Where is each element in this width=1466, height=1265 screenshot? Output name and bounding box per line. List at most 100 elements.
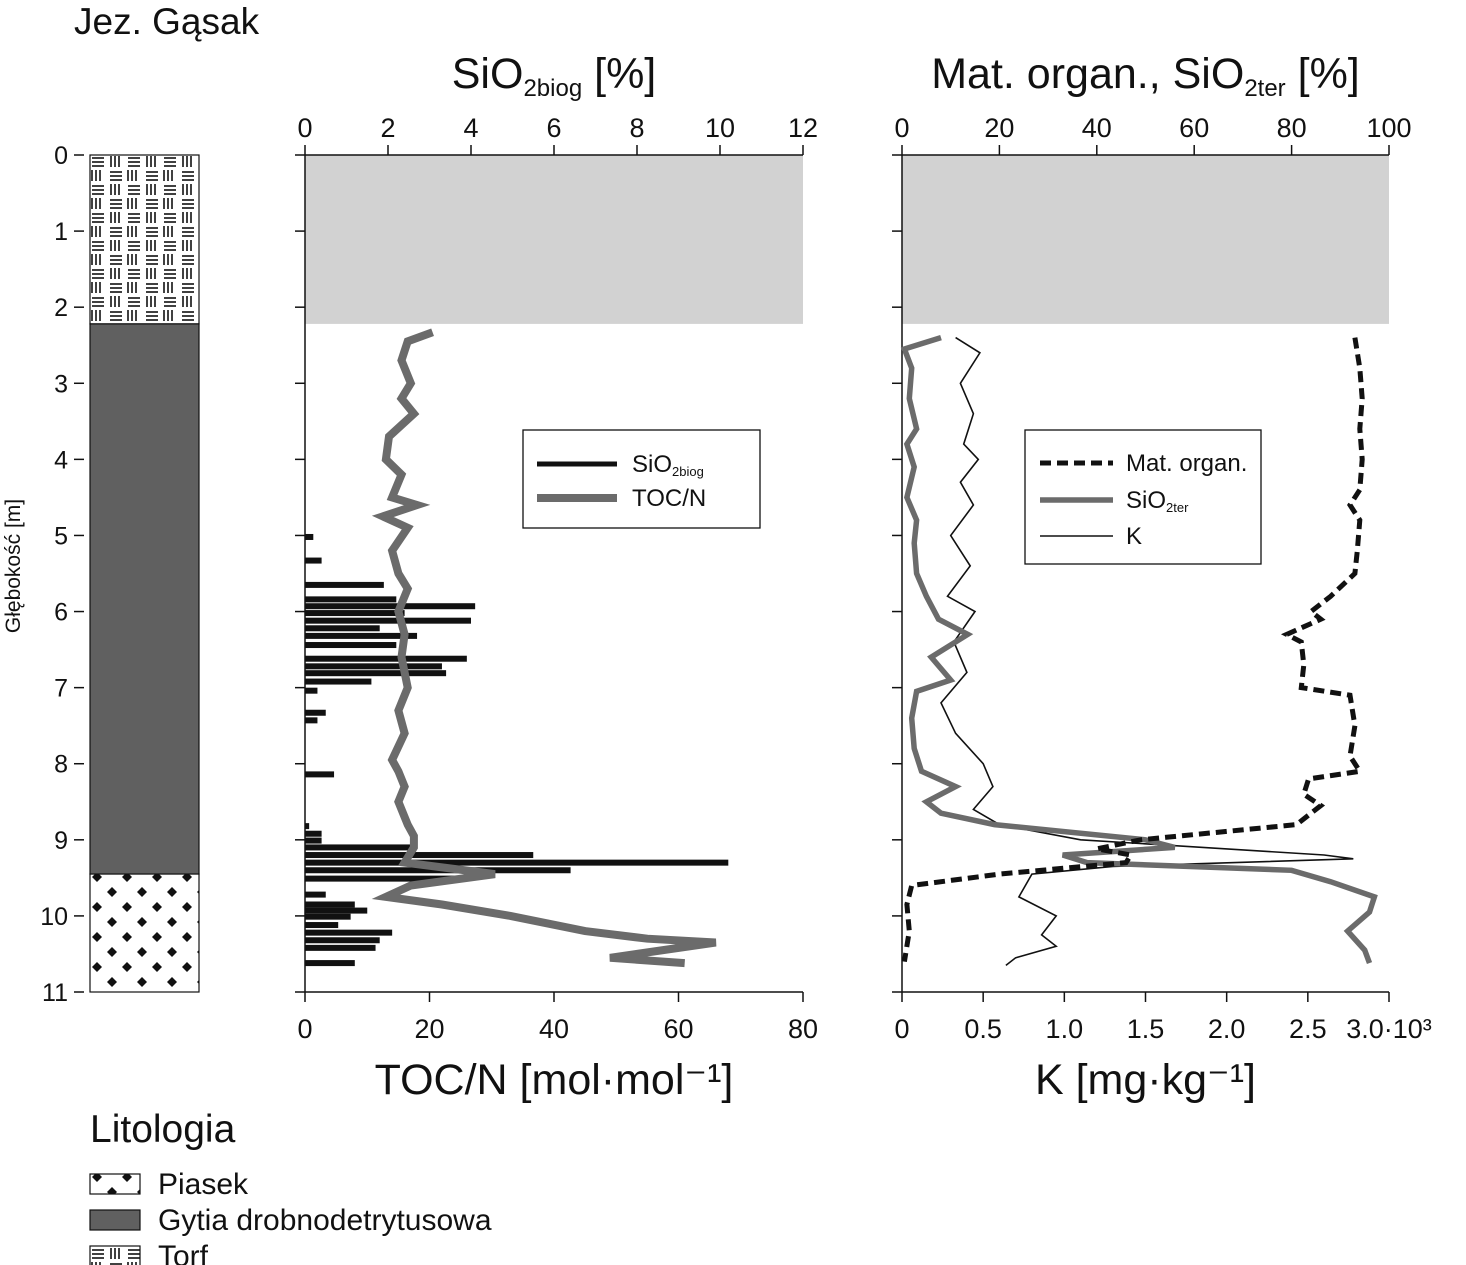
depth-tick-label: 1 [54,218,68,246]
lithology-swatch-torf [89,1245,141,1265]
legend-label-sio2ter: SiO2ter [1126,487,1189,515]
sio2biog-bar [305,670,447,677]
top-tick-label: 8 [629,113,644,143]
figure-title: Jez. Gąsak [74,1,260,42]
sio2biog-bar [305,844,413,851]
sio2biog-bar [305,617,471,624]
legend-box [1024,429,1262,565]
sio2biog-bar [305,837,322,844]
tocn-line [371,328,717,968]
bottom-tick-label: 0 [894,1014,909,1044]
legend-label-k-main: K [1126,523,1142,550]
bottom-tick-label: 2.5 [1289,1014,1327,1044]
sio2biog-bar [305,581,384,588]
top-axis-title: SiO2biog [%] [452,50,657,102]
top-tick-label: 12 [788,113,818,143]
sio2biog-bar [305,913,351,920]
sio2biog-bar [305,625,380,632]
lithology-label-gytia: Gytia drobnodetrytusowa [158,1204,492,1237]
legend-label-organic-main: Mat. organ. [1126,450,1247,477]
top-tick-label: 60 [1179,113,1209,143]
top-tick-label: 100 [1366,113,1411,143]
depth-tick-label: 0 [54,142,68,170]
sio2biog-bar [305,922,339,929]
legend-label-tocn: TOC/N [632,485,706,512]
lithology-label-torf: Torf [158,1240,209,1265]
bottom-tick-label: 20 [414,1014,444,1044]
legend-label-sio2biog-sub: 2biog [672,464,704,479]
top-tick-label: 0 [894,113,909,143]
sio2biog-bar [305,859,729,866]
top-tick-label: 2 [380,113,395,143]
bottom-tick-label: 0 [297,1014,312,1044]
depth-tick-label: 5 [54,522,68,550]
depth-tick-label: 9 [54,827,68,855]
top-axis-title-main: SiO [452,50,524,98]
legend-label-sio2ter-sub: 2ter [1166,500,1189,515]
lithology-unit [89,323,200,875]
top-tick-label: 4 [463,113,478,143]
sio2biog-bar [305,655,467,662]
top-tick-label: 80 [1277,113,1307,143]
sio2biog-bar [305,907,368,914]
sio2biog-bar [305,901,355,908]
no-data-band [902,155,1389,324]
sio2biog-bar [305,937,380,944]
legend-label-tocn-main: TOC/N [632,485,706,512]
sio2biog-bar [305,533,314,540]
sio2biog-bar [305,603,476,610]
depth-tick-label: 8 [54,751,68,779]
top-axis-title-sub: 2biog [523,75,582,102]
organic-matter-line [901,337,1365,962]
panel1-legend: SiO2biog TOC/N [522,429,761,529]
k-line [940,336,1354,967]
lithology-swatch-gytia [89,1209,141,1231]
sio2biog-bar [305,557,322,564]
bottom-tick-label: 1.0 [1046,1014,1084,1044]
sio2biog-bar [305,717,318,724]
depth-tick-label: 11 [42,979,68,1007]
bottom-tick-label: 1.5 [1127,1014,1165,1044]
bottom-tick-label: 60 [663,1014,693,1044]
sio2biog-bar [305,944,376,951]
sio2biog-bar [305,960,355,967]
sio2biog-bar [305,642,397,649]
depth-tick-label: 7 [54,675,68,703]
sio2biog-bar [305,632,418,639]
depth-axis: 0 1 2 3 4 5 6 7 8 9 10 11 [40,142,84,1007]
depth-tick-label: 4 [54,446,68,474]
top-axis-title-main: Mat. organ., SiO [931,50,1244,98]
depth-tick-label: 2 [54,294,68,322]
bottom-tick-label: 80 [788,1014,818,1044]
top-tick-label: 20 [984,113,1014,143]
legend-label-organic: Mat. organ. [1126,450,1247,477]
top-tick-label: 40 [1082,113,1112,143]
depth-tick-label: 6 [54,599,68,627]
lithology-label-piasek: Piasek [158,1168,249,1201]
bottom-axis-title: K [mg·kg⁻¹] [1035,1056,1256,1104]
top-tick-label: 6 [546,113,561,143]
sio2biog-bar [305,610,405,617]
sio2biog-bar [305,771,335,778]
depth-tick-label: 10 [40,903,68,931]
no-data-band [305,155,803,324]
top-axis-title-sub: 2ter [1244,75,1285,102]
top-axis-title-tail: [%] [1286,50,1360,98]
bottom-tick-label: 40 [539,1014,569,1044]
lithology-unit [89,154,200,325]
panel2-legend: Mat. organ. SiO2ter K [1024,429,1262,565]
depth-axis-label: Głębokość [m] [2,499,25,633]
bottom-tick-label: 2.0 [1208,1014,1246,1044]
panel-organic-sio2ter-k: 0 20 40 60 80 100 0 0.5 1.0 1.5 2.0 2.5 3.0·10³ Mat. … [892,50,1432,1104]
bottom-axis-title: TOC/N [mol·mol⁻¹] [375,1056,734,1104]
top-tick-label: 0 [297,113,312,143]
sio2biog-bar [305,875,459,882]
bottom-tick-label: 0.5 [964,1014,1002,1044]
legend-label-sio2ter-main: SiO [1126,487,1166,514]
sio2biog-bar [305,709,326,716]
lithology-legend-title: Litologia [90,1108,236,1151]
lithology-swatch-piasek [89,1173,141,1195]
bottom-tick-label: 3.0·10³ [1346,1014,1432,1044]
